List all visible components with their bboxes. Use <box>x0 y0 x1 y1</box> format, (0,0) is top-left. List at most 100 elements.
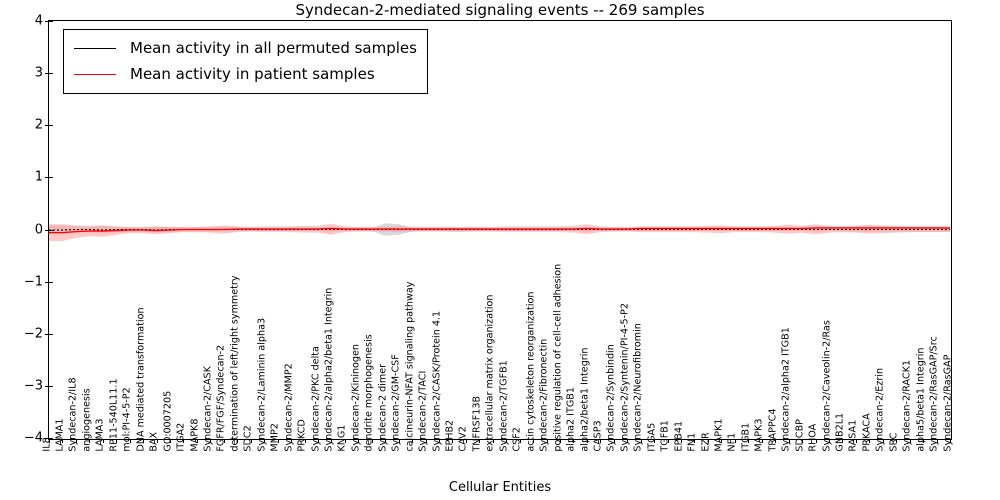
y-tick-label: 0 <box>34 222 43 237</box>
x-tick-mark <box>143 439 145 443</box>
x-tick-label: Syndecan-2/Fibronectin <box>538 338 550 452</box>
legend-item-patient: Mean activity in patient samples <box>74 61 417 87</box>
x-tick-label: NF1 <box>726 432 738 452</box>
x-tick-label: EPHB2 <box>444 419 456 452</box>
x-tick-label: TRAPPC4 <box>767 408 779 452</box>
y-tick-mark <box>45 125 49 127</box>
x-tick-mark <box>170 439 172 443</box>
legend-swatch-black-line <box>74 47 116 49</box>
x-tick-mark <box>761 439 763 443</box>
x-tick-mark <box>75 439 77 443</box>
x-tick-mark <box>506 439 508 443</box>
x-tick-label: Syndecan-2/RasGAP/Src <box>928 336 940 452</box>
x-tick-label: RP11-540L11.1 <box>108 378 120 452</box>
x-tick-mark <box>89 439 91 443</box>
x-tick-label: Syndecan-2/Laminin alpha3 <box>256 317 268 452</box>
x-tick-mark <box>855 439 857 443</box>
x-tick-label: Syndecan-2/Caveolin-2/Ras <box>820 320 832 452</box>
x-tick-label: BAX <box>148 431 160 452</box>
x-axis-label: Cellular Entities <box>448 480 552 495</box>
x-tick-mark <box>869 439 871 443</box>
x-tick-label: LAMA3 <box>94 418 106 452</box>
x-tick-mark <box>116 439 118 443</box>
x-tick-label: Syndecan-2/TACI <box>417 370 429 452</box>
x-tick-mark <box>358 439 360 443</box>
y-tick-mark-inner <box>49 438 53 439</box>
x-tick-label: Syndecan-2/CASK <box>202 366 214 452</box>
x-tick-label: FN1 <box>686 432 698 452</box>
x-tick-mark <box>196 439 198 443</box>
x-tick-label: MAPK1 <box>713 418 725 452</box>
x-tick-label: IL8 <box>41 437 52 452</box>
x-tick-label: RASA1 <box>847 419 859 452</box>
x-tick-mark <box>398 439 400 443</box>
x-tick-label: TNFRSF13B <box>471 395 483 452</box>
y-tick-label: 4 <box>34 13 43 29</box>
x-tick-label: actin cytoskeleton reorganization <box>525 291 537 452</box>
x-tick-label: extracellular matrix organization <box>484 294 496 452</box>
x-tick-mark <box>815 439 817 443</box>
x-tick-label: dendrite morphogenesis <box>363 334 375 452</box>
x-tick-label: Syndecan-2/Kininogen <box>350 343 362 452</box>
y-tick-label: −2 <box>23 326 43 342</box>
x-tick-label: MAPK3 <box>753 418 765 452</box>
x-tick-label: ITGA5 <box>646 422 658 452</box>
x-tick-mark <box>425 439 427 443</box>
x-tick-mark <box>586 439 588 443</box>
x-tick-mark <box>62 439 64 443</box>
x-tick-mark <box>882 439 884 443</box>
x-tick-mark <box>304 439 306 443</box>
x-tick-mark <box>465 439 467 443</box>
x-tick-label: alpha2/beta1 Integrin <box>578 347 590 452</box>
x-tick-mark <box>210 439 212 443</box>
x-tick-label: mol:PI-4-5-P2 <box>121 387 133 452</box>
x-tick-mark <box>223 439 225 443</box>
x-tick-mark <box>560 439 561 443</box>
x-tick-mark <box>344 439 346 443</box>
x-tick-mark <box>667 439 669 443</box>
x-tick-mark <box>896 439 898 443</box>
x-tick-label: Syndecan-2/Ezrin <box>874 367 886 452</box>
x-tick-label: angiogenesis <box>81 388 93 452</box>
y-tick-mark-inner <box>49 385 53 387</box>
y-tick-mark-inner <box>49 125 53 127</box>
chart-title: Syndecan-2-mediated signaling events -- … <box>295 1 705 19</box>
x-tick-mark <box>788 439 790 443</box>
x-tick-label: Syndecan-2/GM-CSF <box>390 354 402 452</box>
y-tick-mark-inner <box>49 177 53 179</box>
x-tick-mark <box>681 439 683 443</box>
y-tick-label: 2 <box>34 117 43 133</box>
x-tick-label: KNG1 <box>336 424 348 452</box>
x-tick-mark <box>842 439 844 443</box>
legend-item-permuted: Mean activity in all permuted samples <box>74 35 417 61</box>
x-tick-label: RHOA <box>807 423 819 452</box>
legend-label-permuted: Mean activity in all permuted samples <box>130 39 417 57</box>
x-tick-label: PRKCD <box>296 419 308 452</box>
x-tick-label: EPB41 <box>673 420 685 452</box>
y-tick-mark-inner <box>49 229 53 231</box>
x-tick-mark <box>331 439 333 443</box>
x-tick-label: ITGB1 <box>740 422 752 452</box>
x-tick-label: Syndecan-2/Synbindin <box>605 344 617 452</box>
x-tick-label: GO:0007205 <box>162 390 174 452</box>
y-tick-label: 1 <box>34 169 43 185</box>
x-tick-label: SRC <box>888 432 900 452</box>
x-tick-mark <box>264 439 266 443</box>
x-tick-label: PRKACA <box>861 413 873 452</box>
x-tick-mark <box>519 439 521 443</box>
x-tick-label: FGFR/FGF/Syndecan-2 <box>215 344 227 452</box>
x-tick-label: Syndecan-2/Syntenin/PI-4-5-P2 <box>619 303 631 452</box>
y-tick-mark <box>45 385 49 387</box>
y-tick-mark-inner <box>49 21 53 22</box>
x-tick-label: Syndecan-2/PKC delta <box>309 346 321 452</box>
x-tick-mark <box>49 439 50 443</box>
x-tick-mark <box>627 439 629 443</box>
x-tick-mark <box>909 439 911 443</box>
x-tick-mark <box>156 439 158 443</box>
x-tick-mark <box>694 439 696 443</box>
x-tick-mark <box>707 439 709 443</box>
y-tick-label: 3 <box>34 65 43 81</box>
y-tick-mark-inner <box>49 281 53 283</box>
x-tick-mark <box>412 439 414 443</box>
y-tick-mark <box>45 229 49 231</box>
